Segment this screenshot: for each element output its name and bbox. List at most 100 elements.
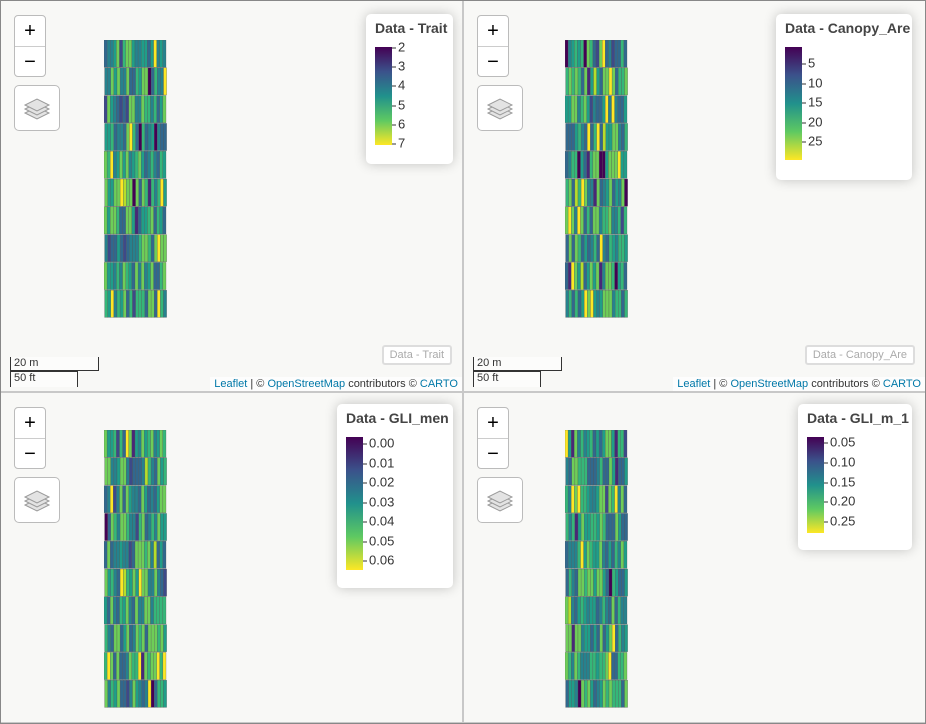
- plot-cell[interactable]: [589, 652, 594, 680]
- plot-cell[interactable]: [150, 234, 155, 262]
- plot-cell[interactable]: [565, 151, 569, 179]
- plot-cell[interactable]: [137, 485, 142, 513]
- plot-cell[interactable]: [565, 290, 569, 318]
- plot-cell[interactable]: [568, 568, 572, 597]
- plot-cell[interactable]: [126, 568, 130, 597]
- plot-cell[interactable]: [587, 680, 591, 708]
- plot-cell[interactable]: [574, 234, 579, 262]
- plot-cell[interactable]: [580, 624, 585, 652]
- plot-cell[interactable]: [156, 485, 160, 513]
- plot-cell[interactable]: [163, 234, 167, 262]
- plot-cell[interactable]: [602, 206, 606, 235]
- plot-cell[interactable]: [623, 40, 628, 68]
- plot-cell[interactable]: [584, 178, 588, 207]
- zoom-out-button[interactable]: −: [478, 438, 508, 469]
- plot-cell[interactable]: [141, 624, 146, 652]
- plot-cell[interactable]: [596, 234, 600, 262]
- plot-cell[interactable]: [621, 67, 625, 96]
- plot-cell[interactable]: [156, 262, 160, 290]
- plot-cell[interactable]: [608, 652, 612, 680]
- plot-cell[interactable]: [593, 513, 597, 541]
- plot-cell[interactable]: [157, 680, 161, 708]
- plot-cell[interactable]: [106, 596, 111, 625]
- plot-cell[interactable]: [123, 513, 127, 541]
- plot-cell[interactable]: [611, 206, 615, 235]
- osm-link[interactable]: OpenStreetMap: [730, 378, 809, 390]
- plot-cell[interactable]: [617, 95, 621, 123]
- plot-cell[interactable]: [580, 652, 584, 680]
- plot-cell[interactable]: [568, 513, 572, 541]
- plot-cell[interactable]: [595, 206, 600, 235]
- map-panel[interactable]: + − Data - Trait 2 3 4 5 6 7 Data - Trait 20 m 50 f…: [1, 1, 462, 391]
- plot-cell[interactable]: [131, 206, 136, 235]
- plot-cell[interactable]: [583, 95, 587, 123]
- plot-cell[interactable]: [119, 67, 124, 96]
- plot-cell[interactable]: [119, 624, 124, 652]
- plot-cell[interactable]: [131, 652, 136, 680]
- plot-cell[interactable]: [586, 95, 590, 123]
- plot-cell[interactable]: [617, 151, 621, 179]
- plot-cell[interactable]: [617, 430, 621, 458]
- plot-cell[interactable]: [602, 234, 607, 262]
- plot-cell[interactable]: [116, 206, 120, 235]
- leaflet-link[interactable]: Leaflet: [214, 378, 248, 390]
- plot-cell[interactable]: [144, 652, 148, 680]
- plot-cell[interactable]: [608, 151, 612, 179]
- plot-cell[interactable]: [134, 541, 139, 569]
- plot-cell[interactable]: [147, 457, 152, 486]
- plot-cell[interactable]: [574, 541, 578, 569]
- plot-cell[interactable]: [592, 151, 597, 179]
- plot-cell[interactable]: [586, 485, 590, 513]
- layers-button[interactable]: [477, 85, 523, 131]
- plot-cell[interactable]: [162, 262, 167, 290]
- plot-cell[interactable]: [125, 652, 129, 680]
- plot-cell[interactable]: [144, 680, 149, 708]
- plot-cell[interactable]: [144, 430, 148, 458]
- plot-cell[interactable]: [621, 568, 625, 597]
- plot-cell[interactable]: [615, 123, 619, 151]
- plot-cell[interactable]: [159, 40, 164, 68]
- plot-cell[interactable]: [608, 178, 613, 207]
- plot-cell[interactable]: [129, 568, 133, 597]
- plot-cell[interactable]: [580, 151, 584, 179]
- plot-cell[interactable]: [159, 95, 164, 123]
- plot-cell[interactable]: [125, 206, 129, 235]
- plot-cell[interactable]: [126, 123, 130, 151]
- plot-cell[interactable]: [113, 67, 118, 96]
- plot-cell[interactable]: [596, 178, 600, 207]
- plot-cell[interactable]: [110, 178, 115, 207]
- plot-cell[interactable]: [132, 67, 136, 96]
- plot-cell[interactable]: [144, 624, 149, 652]
- plot-cell[interactable]: [150, 485, 154, 513]
- plot-cell[interactable]: [565, 262, 569, 290]
- plot-cell[interactable]: [590, 178, 594, 207]
- layers-button[interactable]: [477, 477, 523, 523]
- plot-cell[interactable]: [620, 151, 625, 179]
- plot-cell[interactable]: [623, 430, 628, 458]
- plot-cell[interactable]: [605, 95, 609, 123]
- plot-cell[interactable]: [586, 652, 590, 680]
- plot-cell[interactable]: [624, 680, 628, 708]
- plot-cell[interactable]: [153, 95, 157, 123]
- plot-cell[interactable]: [577, 262, 581, 290]
- plot-cell[interactable]: [599, 457, 603, 486]
- plot-cell[interactable]: [129, 624, 133, 652]
- plot-cell[interactable]: [128, 430, 133, 458]
- plot-cell[interactable]: [584, 624, 588, 652]
- plot-cell[interactable]: [141, 485, 145, 513]
- plot-cell[interactable]: [113, 430, 117, 458]
- plot-cell[interactable]: [116, 67, 121, 96]
- plot-cell[interactable]: [577, 624, 582, 652]
- plot-cell[interactable]: [163, 680, 167, 708]
- plot-cell[interactable]: [160, 178, 164, 207]
- plot-cell[interactable]: [150, 680, 155, 708]
- plot-cell[interactable]: [113, 290, 118, 318]
- plot-cell[interactable]: [119, 95, 123, 123]
- plot-cell[interactable]: [589, 430, 594, 458]
- plot-cell[interactable]: [126, 624, 130, 652]
- plot-cell[interactable]: [586, 206, 590, 235]
- plot-cell[interactable]: [574, 178, 579, 207]
- plot-cell[interactable]: [137, 430, 142, 458]
- plot-cell[interactable]: [602, 95, 606, 123]
- plot-cell[interactable]: [122, 652, 126, 680]
